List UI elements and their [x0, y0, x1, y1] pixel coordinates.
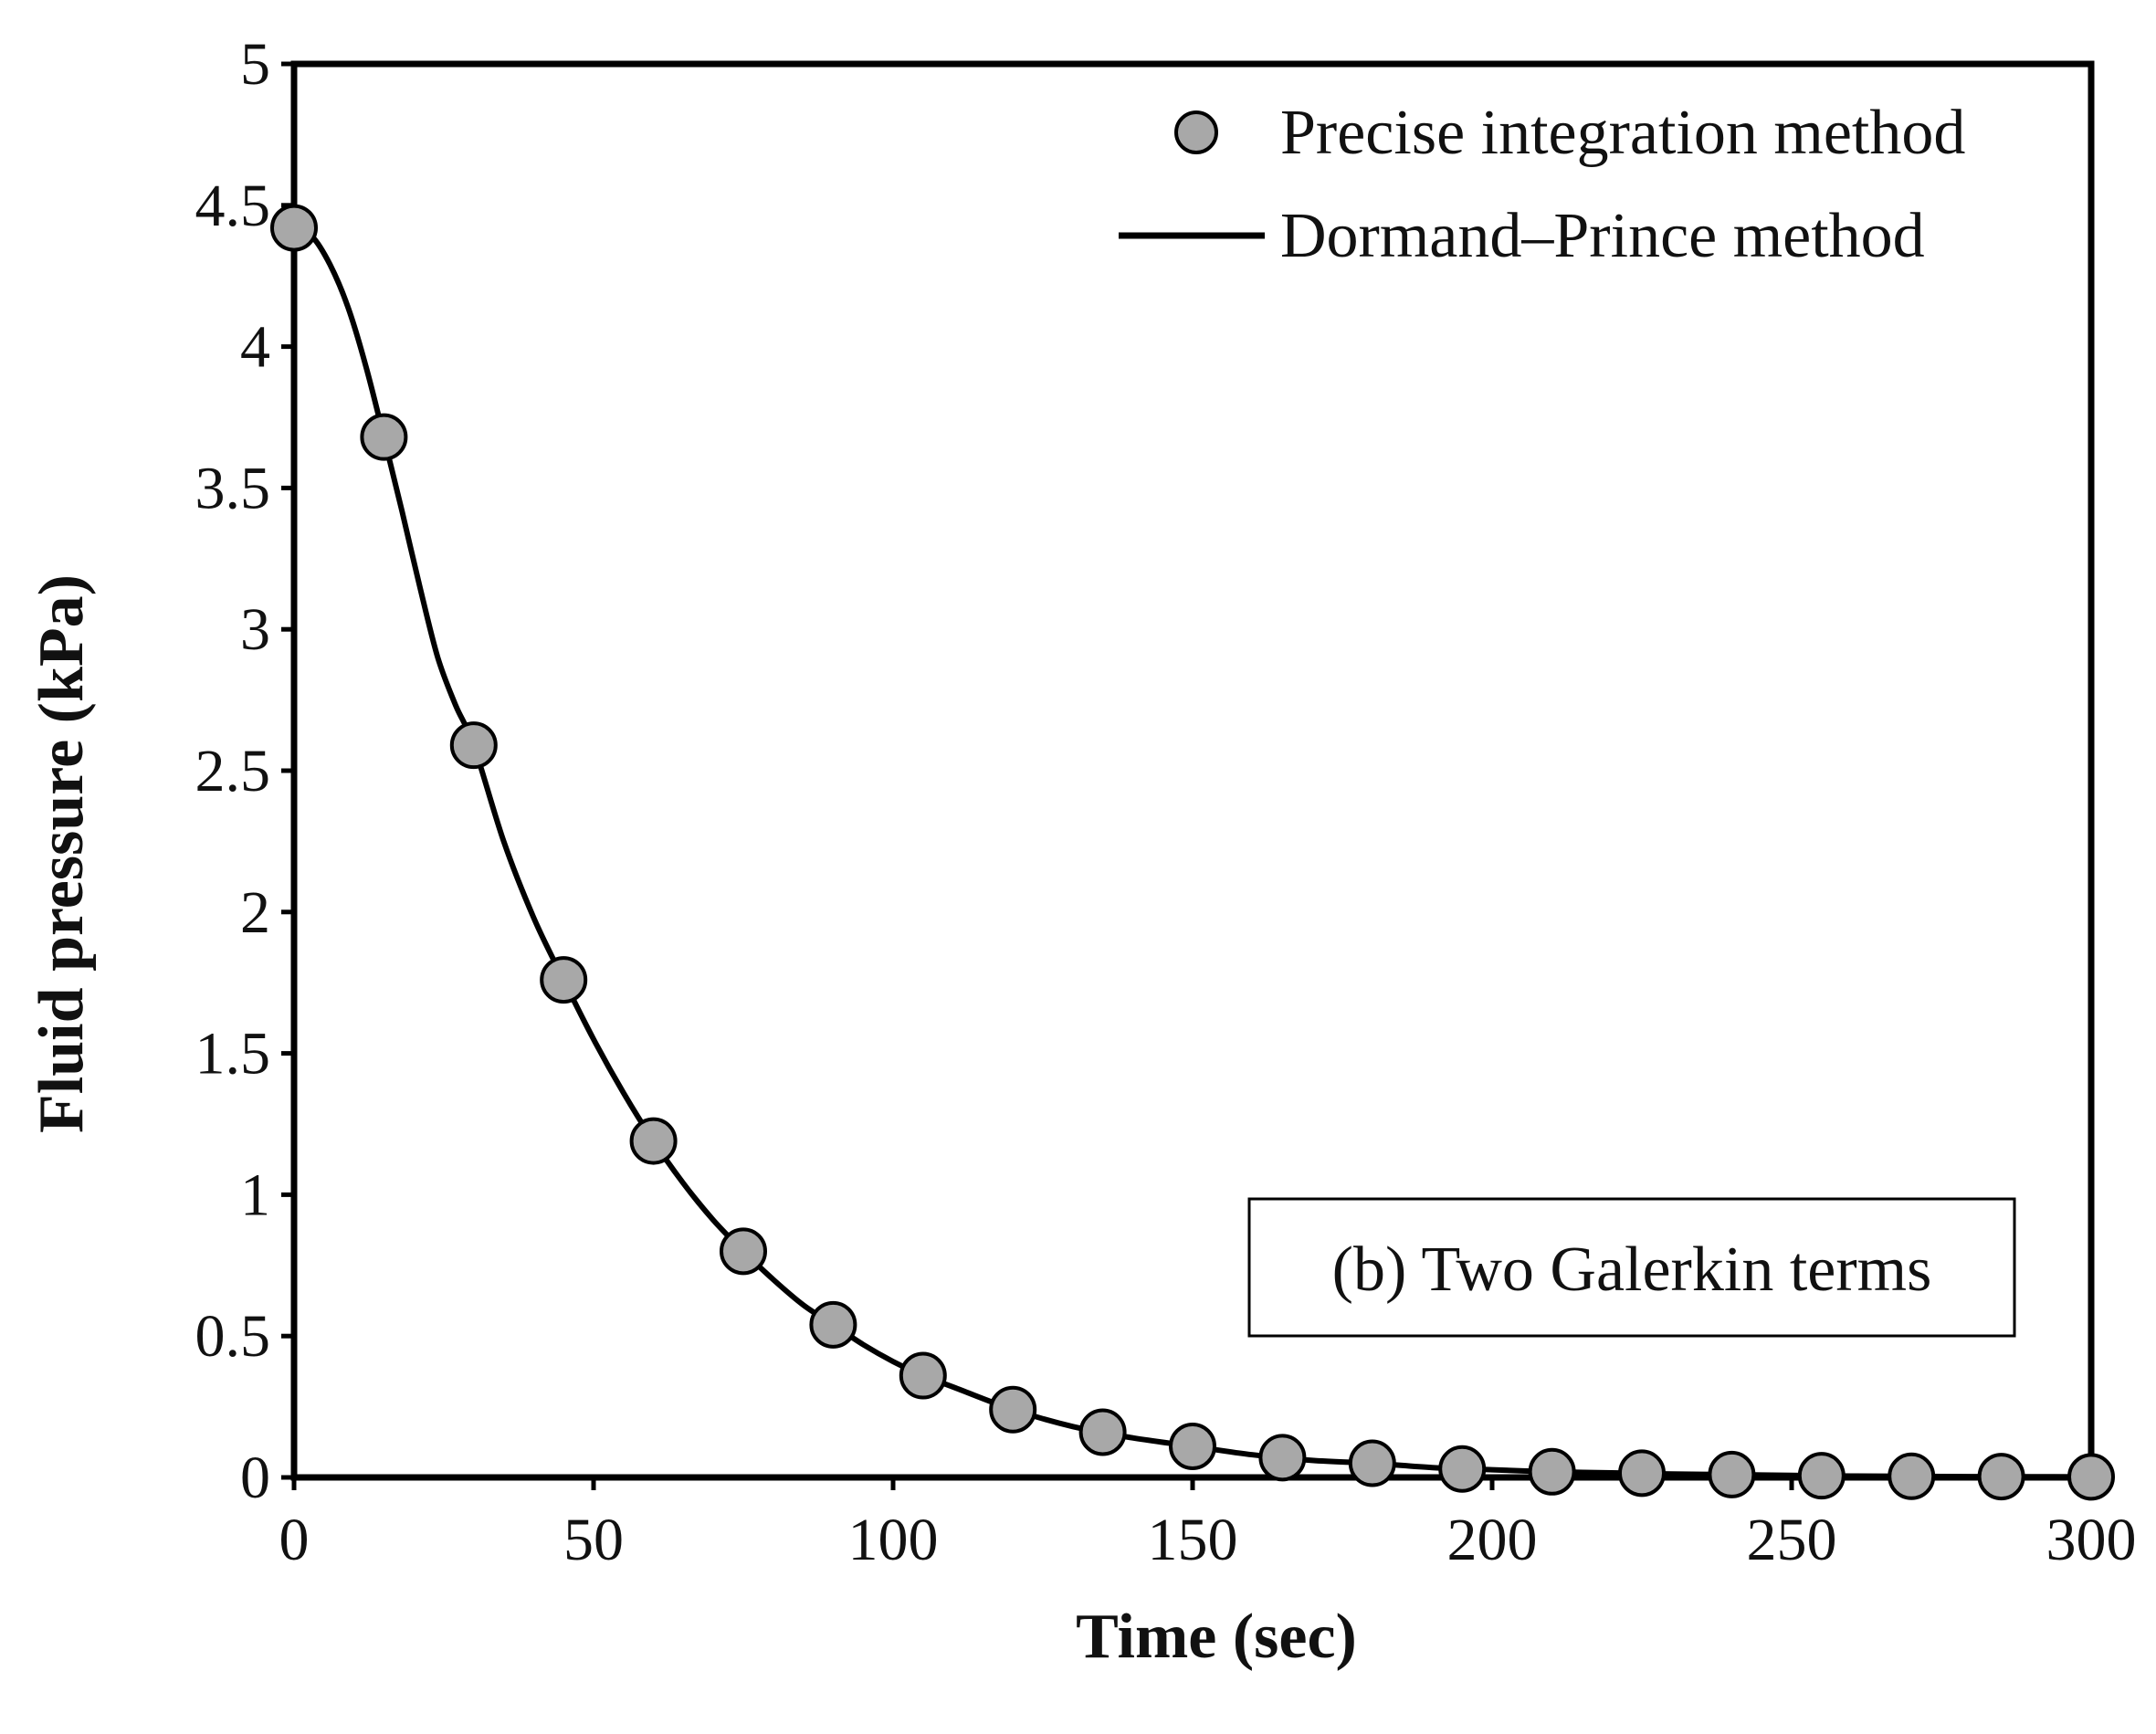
- data-point-precise-integration: [1438, 1445, 1487, 1493]
- x-tick-label: 0: [279, 1507, 310, 1573]
- y-tick-label: 3.5: [195, 455, 271, 521]
- data-point-precise-integration: [899, 1351, 947, 1400]
- data-point-precise-integration: [1977, 1453, 2025, 1501]
- data-point-precise-integration: [1348, 1439, 1396, 1487]
- x-axis-title: Time (sec): [1076, 1602, 1357, 1672]
- x-tick-label: 200: [1447, 1507, 1538, 1573]
- y-tick-label: 2.5: [195, 738, 271, 804]
- y-tick-label: 2: [240, 879, 270, 946]
- x-tick-label: 150: [1148, 1507, 1238, 1573]
- x-tick-label: 300: [2046, 1507, 2137, 1573]
- data-point-precise-integration: [1169, 1422, 1216, 1470]
- data-point-precise-integration: [2067, 1453, 2115, 1501]
- annotation-text: (b) Two Galerkin terms: [1332, 1235, 1932, 1305]
- y-tick-label: 5: [240, 31, 270, 98]
- x-axis: 0 50 100 150 200 250 300: [279, 1477, 2137, 1573]
- legend-marker-precise-integration: [1174, 110, 1218, 154]
- y-tick-label: 4: [240, 314, 270, 381]
- series-markers-group: [270, 204, 2115, 1501]
- data-point-precise-integration: [1708, 1450, 1756, 1498]
- y-axis: 0 0.5 1 1.5 2 2.5 3 3.5 4 4.5 5: [195, 31, 294, 1511]
- data-point-precise-integration: [989, 1385, 1037, 1434]
- x-tick-label: 250: [1747, 1507, 1837, 1573]
- data-point-precise-integration: [540, 956, 588, 1004]
- legend-label-dormand-prince: Dormand–Prince method: [1280, 201, 1925, 271]
- annotation-box: (b) Two Galerkin terms: [1247, 1197, 2016, 1338]
- y-axis-title: Fluid pressure (kPa): [26, 574, 97, 1133]
- data-point-precise-integration: [1618, 1449, 1666, 1498]
- data-point-precise-integration: [720, 1227, 767, 1276]
- data-point-precise-integration: [360, 413, 408, 461]
- data-point-precise-integration: [629, 1117, 678, 1165]
- x-tick-label: 50: [563, 1507, 624, 1573]
- x-tick-label: 100: [848, 1507, 939, 1573]
- y-tick-label: 1: [240, 1161, 270, 1228]
- data-point-precise-integration: [1888, 1452, 1936, 1500]
- data-point-precise-integration: [1528, 1447, 1576, 1496]
- data-point-precise-integration: [1797, 1452, 1846, 1500]
- data-point-precise-integration: [1258, 1434, 1307, 1482]
- annotation-border: [1247, 1197, 2016, 1338]
- data-point-precise-integration: [1078, 1408, 1127, 1456]
- legend-label-precise-integration: Precise integration method: [1280, 98, 1965, 168]
- y-tick-label: 0.5: [195, 1303, 271, 1370]
- data-point-precise-integration: [809, 1300, 857, 1349]
- data-point-precise-integration: [270, 204, 318, 252]
- legend: Precise integration method Dormand–Princ…: [1119, 98, 1965, 271]
- data-point-precise-integration: [449, 721, 498, 770]
- y-tick-label: 4.5: [195, 173, 271, 239]
- y-tick-label: 3: [240, 596, 270, 663]
- y-tick-label: 0: [240, 1445, 270, 1511]
- y-tick-label: 1.5: [195, 1021, 271, 1088]
